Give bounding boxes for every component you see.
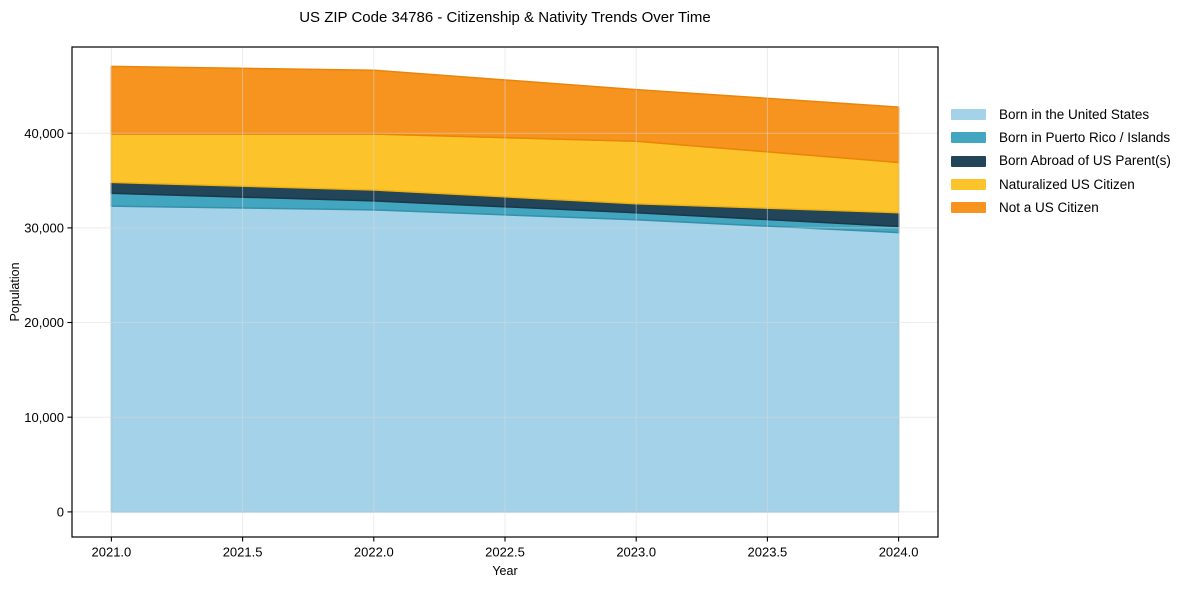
x-tick-label: 2024.0	[879, 545, 919, 560]
axis-ticks	[67, 132, 900, 542]
y-axis-label: Population	[8, 262, 22, 322]
x-tick-label: 2022.0	[354, 545, 394, 560]
legend-swatch	[951, 132, 986, 144]
y-tick-label: 10,000	[24, 410, 64, 425]
legend-label: Naturalized US Citizen	[999, 176, 1135, 192]
legend-swatch	[951, 109, 986, 121]
legend-label: Born in the United States	[999, 106, 1150, 122]
x-tick-label: 2023.0	[616, 545, 656, 560]
y-tick-label: 0	[57, 504, 64, 519]
legend-label: Born Abroad of US Parent(s)	[999, 153, 1171, 169]
legend-item-born-in-the-united-states: Born in the United States	[951, 103, 1171, 126]
legend-label: Not a US Citizen	[999, 200, 1099, 216]
legend-item-born-abroad-of-us-parent-s: Born Abroad of US Parent(s)	[951, 150, 1171, 173]
legend-item-not-a-us-citizen: Not a US Citizen	[951, 196, 1171, 219]
legend-swatch	[951, 202, 986, 214]
y-tick-label: 30,000	[24, 220, 64, 235]
legend-swatch	[951, 155, 986, 167]
y-tick-label: 20,000	[24, 315, 64, 330]
chart-title: US ZIP Code 34786 - Citizenship & Nativi…	[299, 9, 711, 26]
gridlines	[72, 47, 938, 537]
legend: Born in the United States Born in Puerto …	[951, 103, 1171, 219]
legend-item-naturalized-us-citizen: Naturalized US Citizen	[951, 173, 1171, 196]
x-tick-label: 2021.5	[223, 545, 263, 560]
x-axis-label: Year	[492, 564, 518, 578]
x-tick-label: 2022.5	[485, 545, 525, 560]
x-tick-label: 2023.5	[748, 545, 788, 560]
legend-swatch	[951, 179, 986, 191]
x-tick-label: 2021.0	[92, 545, 132, 560]
y-tick-label: 40,000	[24, 126, 64, 141]
legend-item-born-in-puerto-rico-islands: Born in Puerto Rico / Islands	[951, 126, 1171, 149]
legend-label: Born in Puerto Rico / Islands	[999, 130, 1171, 146]
axis-tick-labels: 2021.0 2021.5 2022.0 2022.5 2023.0 2023.5 2024…	[24, 126, 918, 560]
